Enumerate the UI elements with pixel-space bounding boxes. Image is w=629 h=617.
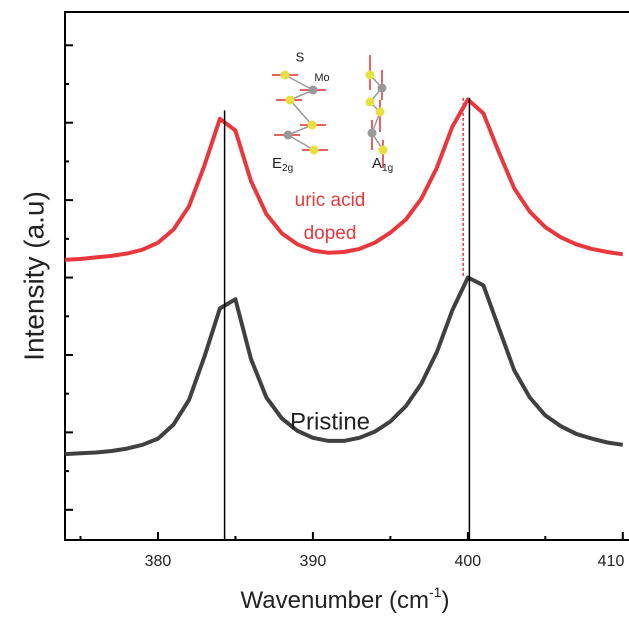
mode-label: A1g	[372, 155, 393, 174]
plot-frame	[64, 11, 629, 541]
mode-main: E	[272, 155, 282, 172]
x-tick-label: 390	[300, 553, 327, 570]
x-label-tail: )	[441, 587, 449, 614]
mode-sub: 2g	[282, 163, 293, 174]
x-axis-label: Wavenumber (cm-1)	[241, 584, 450, 615]
x-label-main: Wavenumber (cm	[241, 587, 429, 614]
series-label: Pristine	[290, 408, 370, 435]
mode-label: E2g	[272, 155, 293, 174]
x-label-sup: -1	[429, 584, 442, 600]
series-line	[64, 275, 624, 457]
inset-diagram	[272, 55, 388, 168]
x-tick-label: 380	[145, 553, 172, 570]
mode-main: A	[372, 155, 382, 172]
annotation: uric acid	[295, 190, 366, 211]
mode-sub: 1g	[382, 163, 393, 174]
atom-label: Mo	[314, 72, 329, 84]
y-axis-label: Intensity (a.u)	[18, 191, 49, 361]
x-tick-label: 400	[455, 553, 482, 570]
atom-label: S	[296, 49, 305, 64]
annotation: doped	[304, 223, 357, 244]
series-line	[64, 97, 624, 262]
x-tick-label: 410	[598, 553, 625, 570]
